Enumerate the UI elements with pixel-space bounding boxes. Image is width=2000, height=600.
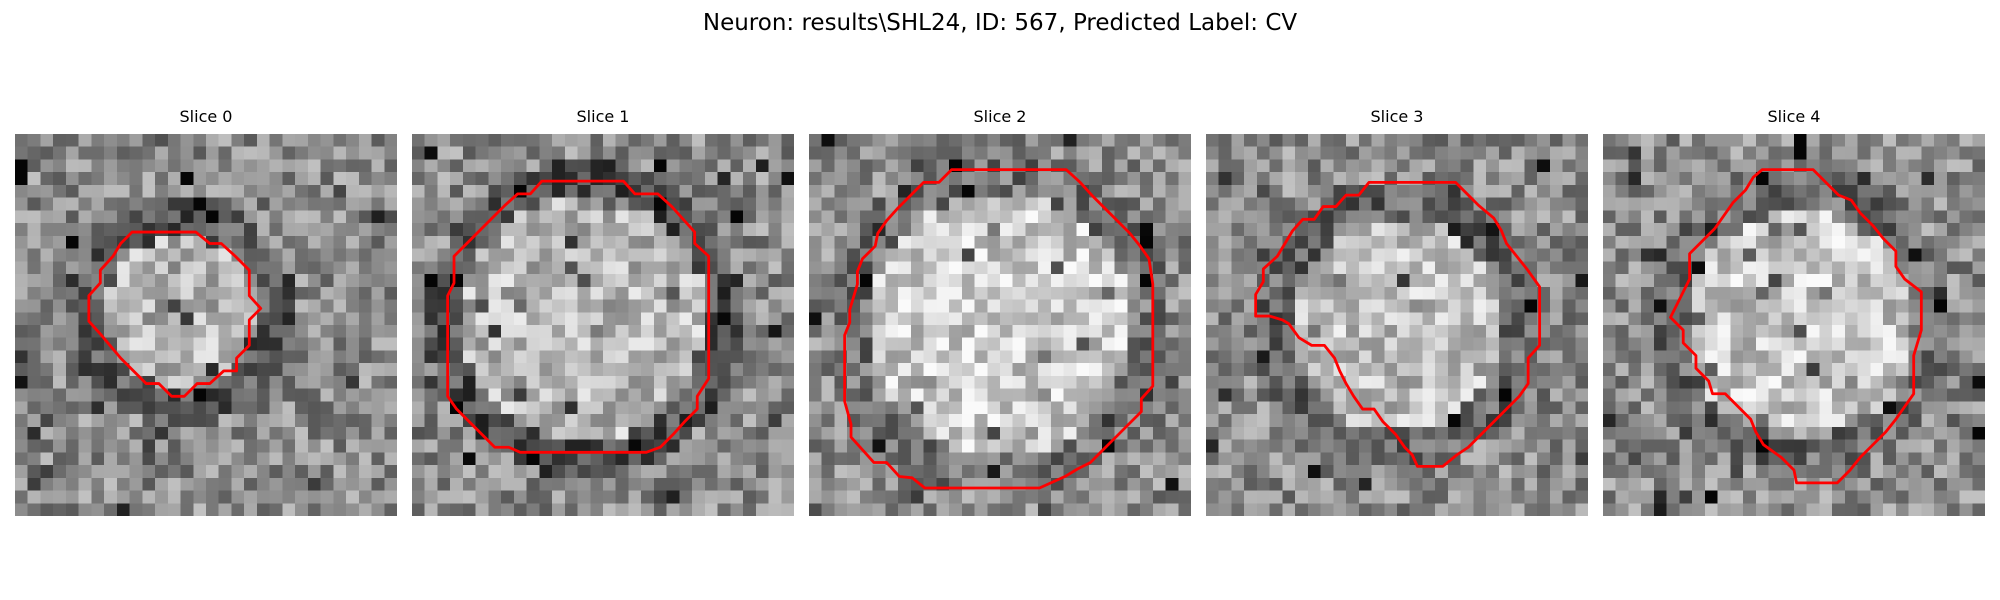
slice-image (412, 134, 794, 516)
figure-title: Neuron: results\SHL24, ID: 567, Predicte… (702, 10, 1298, 36)
pixel-grid (15, 134, 397, 516)
slice-title: Slice 0 (179, 107, 233, 126)
pixel-grid (809, 134, 1191, 516)
pixel-grid (1206, 134, 1588, 516)
slice-panel-1: Slice 1 (412, 106, 794, 516)
slice-panel-0: Slice 0 (15, 106, 397, 516)
segmentation-contour (1669, 168, 1923, 485)
pixel-grid (1603, 134, 1985, 516)
slice-title: Slice 1 (576, 107, 630, 126)
slice-image (1603, 134, 1985, 516)
slice-title: Slice 4 (1767, 107, 1821, 126)
slice-image (809, 134, 1191, 516)
slice-title: Slice 2 (973, 107, 1027, 126)
segmentation-contour (446, 179, 711, 454)
pixel-grid (412, 134, 794, 516)
slice-panel-4: Slice 4 (1603, 106, 1985, 516)
slice-image (15, 134, 397, 516)
slice-title: Slice 3 (1370, 107, 1424, 126)
slice-panel-3: Slice 3 (1206, 106, 1588, 516)
segmentation-contour (1254, 180, 1542, 468)
slice-panel-2: Slice 2 (809, 106, 1191, 516)
segmentation-contour (843, 168, 1155, 490)
slice-image (1206, 134, 1588, 516)
segmentation-contour (87, 230, 263, 398)
